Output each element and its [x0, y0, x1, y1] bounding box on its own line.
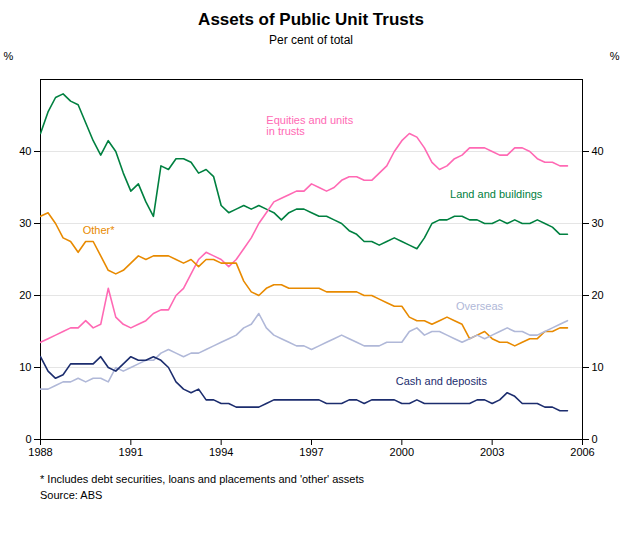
svg-text:20: 20 [19, 289, 31, 301]
svg-text:10: 10 [592, 361, 604, 373]
svg-text:%: % [610, 50, 620, 62]
svg-text:2000: 2000 [390, 446, 414, 458]
svg-text:Other*: Other* [83, 224, 116, 236]
svg-text:0: 0 [25, 433, 31, 445]
svg-text:30: 30 [592, 217, 604, 229]
svg-text:Overseas: Overseas [456, 300, 504, 312]
svg-text:1997: 1997 [299, 446, 323, 458]
svg-text:40: 40 [19, 145, 31, 157]
svg-text:1991: 1991 [119, 446, 143, 458]
svg-text:10: 10 [19, 361, 31, 373]
svg-text:1994: 1994 [209, 446, 233, 458]
html-text:* Includes debt securities, lo: * Includes debt securities, loans and pl… [40, 473, 364, 485]
html-text:Per cent of total: Per cent of total [269, 33, 353, 47]
svg-text:2003: 2003 [480, 446, 504, 458]
svg-text:2006: 2006 [570, 446, 594, 458]
html-text:Assets of Public Unit Trusts: Assets of Public Unit Trusts [198, 10, 424, 29]
svg-text:20: 20 [592, 289, 604, 301]
svg-text:1988: 1988 [28, 446, 52, 458]
svg-text:30: 30 [19, 217, 31, 229]
svg-text:40: 40 [592, 145, 604, 157]
svg-text:0: 0 [592, 433, 598, 445]
html-text:Source: ABS: Source: ABS [40, 489, 103, 501]
svg-text:%: % [4, 50, 14, 62]
svg-text:Cash and deposits: Cash and deposits [396, 375, 488, 387]
svg-text:Equities and unitsin trusts: Equities and unitsin trusts [266, 114, 353, 137]
svg-text:Land and buildings: Land and buildings [450, 188, 543, 200]
